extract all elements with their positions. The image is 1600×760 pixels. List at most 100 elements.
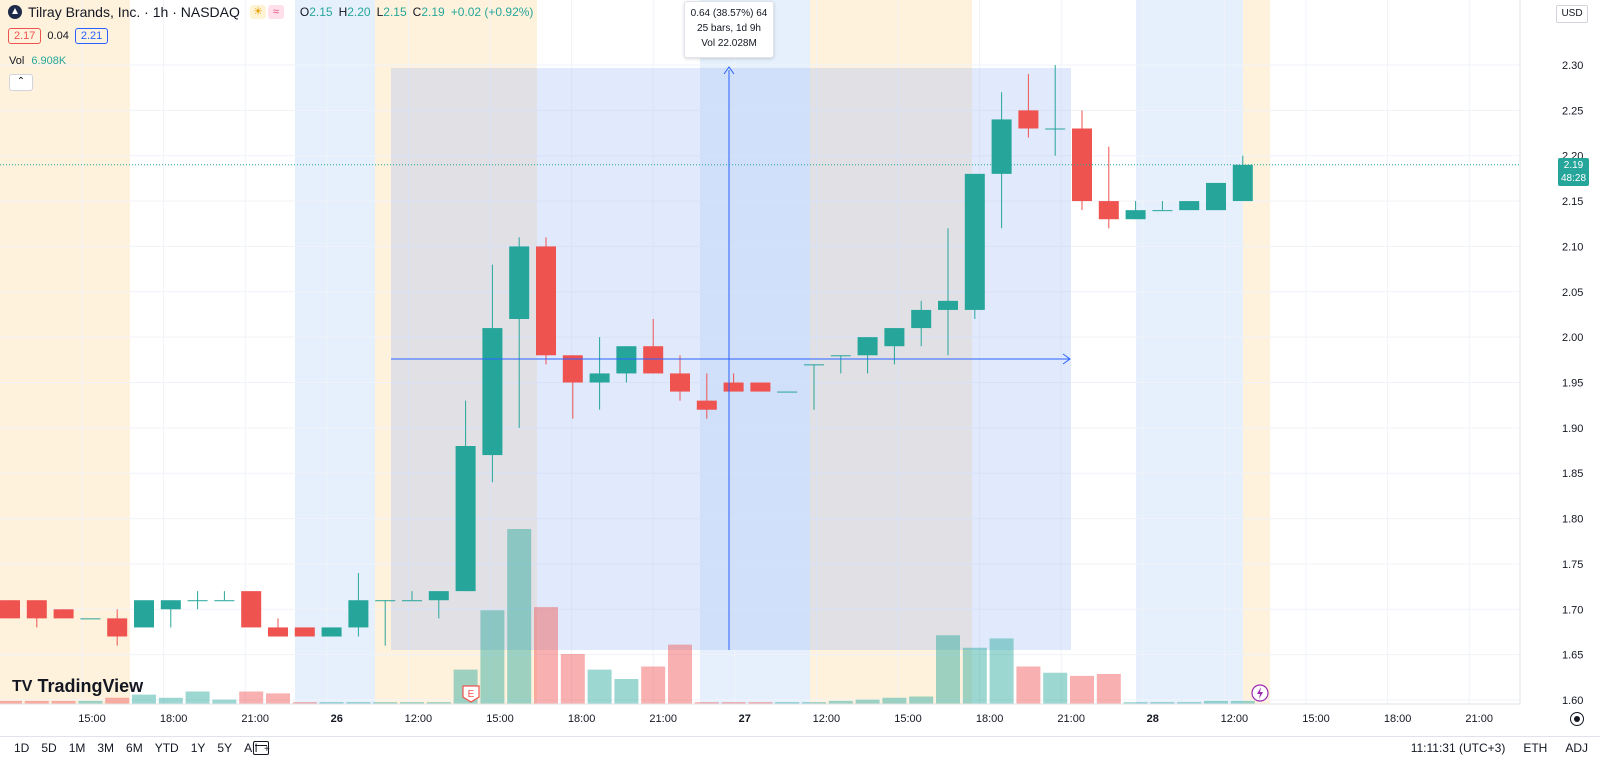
candle-body [1206, 182, 1226, 211]
time-tick-label: 26 [331, 713, 343, 725]
candle-body [643, 346, 664, 374]
range-button-3m[interactable]: 3M [97, 741, 115, 755]
volume-bar [373, 702, 398, 704]
bid-price-button[interactable]: 2.17 [8, 28, 42, 44]
tradingview-logo[interactable]: TV TradingView [12, 676, 143, 697]
session-toggle[interactable]: ETH [1523, 741, 1548, 755]
volume-bar [1230, 700, 1255, 704]
candle-body [1232, 164, 1253, 202]
range-button-1m[interactable]: 1M [68, 741, 86, 755]
volume-bar [802, 702, 826, 704]
candle-body [482, 328, 503, 456]
price-tick-label: 2.05 [1562, 287, 1583, 299]
price-tick-label: 1.65 [1562, 650, 1583, 662]
currency-selector[interactable]: USD [1556, 5, 1588, 23]
candle-body [1179, 201, 1200, 211]
volume-bar [587, 669, 612, 704]
time-tick-label: 15:00 [894, 713, 922, 725]
volume-bar [24, 700, 49, 704]
time-tick-label: 18:00 [976, 713, 1004, 725]
range-button-ytd[interactable]: YTD [154, 741, 179, 755]
volume-bar [1016, 666, 1041, 704]
price-tick-label: 2.15 [1562, 196, 1583, 208]
candle-body [160, 600, 181, 610]
volume-bar [614, 679, 639, 704]
volume-bar [480, 610, 505, 704]
measure-arrow-right [1062, 353, 1071, 365]
time-tick-label: 27 [739, 713, 751, 725]
time-tick-label: 15:00 [78, 713, 106, 725]
date-range-buttons: 1D 5D 1M 3M 6M YTD 1Y 5Y All [14, 741, 257, 755]
range-button-6m[interactable]: 6M [126, 741, 143, 755]
range-button-1d[interactable]: 1D [14, 741, 30, 755]
go-to-date-calendar-icon[interactable] [253, 741, 270, 755]
chart-overlay: E [0, 66, 1520, 703]
price-tick-label: 2.10 [1562, 241, 1583, 253]
symbol-logo-icon [8, 5, 22, 19]
axes: 2.302.252.202.152.102.052.001.951.901.85… [0, 0, 1583, 725]
volume-bar [721, 702, 746, 704]
time-tick-label: 15:00 [486, 713, 514, 725]
volume-bars [0, 529, 1255, 704]
adjust-toggle[interactable]: ADJ [1565, 741, 1588, 755]
candle-body [509, 246, 530, 319]
volume-bar [962, 647, 987, 704]
bar-countdown: 48:28 [1560, 173, 1587, 184]
spread-value: 0.04 [47, 30, 69, 42]
candle-body [1072, 128, 1092, 202]
candle-body [321, 627, 342, 637]
range-button-5y[interactable]: 5Y [217, 741, 233, 755]
range-button-5d[interactable]: 5D [41, 741, 57, 755]
volume-bar [0, 700, 22, 704]
candle-body [402, 600, 422, 602]
volume-bar [909, 696, 934, 704]
candle-body [884, 328, 905, 347]
candle-body [723, 382, 744, 392]
candle-body [670, 373, 690, 392]
candle-body [589, 373, 610, 383]
session-band [295, 0, 375, 704]
market-status-sun-icon[interactable]: ☀ [249, 5, 266, 19]
candle-body [187, 600, 208, 602]
volume-bar [989, 638, 1014, 704]
candle-body [777, 391, 798, 393]
volume-bar [1096, 674, 1121, 704]
candle-body [268, 627, 288, 637]
measure-arrow-up [723, 66, 735, 75]
price-tick-label: 1.95 [1562, 378, 1583, 390]
candle-body [294, 627, 315, 637]
time-tick-label: 18:00 [160, 713, 188, 725]
time-tick-label: 18:00 [1384, 713, 1412, 725]
candle-body [1125, 210, 1146, 220]
volume-bar [266, 693, 290, 704]
price-tick-label: 1.85 [1562, 468, 1583, 480]
volume-bar [319, 702, 344, 704]
volume-bar [882, 697, 907, 704]
session-background [0, 0, 1270, 704]
earnings-marker: E [462, 685, 480, 703]
volume-bar [828, 700, 853, 704]
volume-bar [212, 699, 237, 704]
price-tick-label: 1.80 [1562, 514, 1583, 526]
candle-body [1045, 128, 1066, 130]
delayed-data-icon[interactable]: ≈ [267, 5, 284, 19]
symbol-title[interactable]: Tilray Brands, Inc. · 1h · NASDAQ [28, 4, 240, 20]
price-change: +0.02 (+0.92%) [450, 5, 534, 19]
collapse-legend-button[interactable]: ⌃ [9, 74, 33, 91]
price-chart[interactable]: E 2.302.252.202.152.102.052.001.951.901.… [0, 0, 1600, 736]
ask-price-button[interactable]: 2.21 [74, 28, 109, 44]
candles [0, 65, 1253, 646]
price-tick-label: 2.30 [1562, 60, 1583, 72]
candle-body [964, 173, 985, 310]
chart-settings-icon[interactable] [1570, 712, 1584, 726]
volume-bar [292, 702, 317, 704]
time-tick-label: 21:00 [1465, 713, 1493, 725]
volume-bar [1070, 675, 1094, 704]
candle-body [134, 600, 154, 628]
volume-bar [185, 691, 210, 704]
volume-bar [158, 697, 183, 704]
range-button-1y[interactable]: 1Y [190, 741, 206, 755]
clock-timezone[interactable]: 11:11:31 (UTC+3) [1410, 741, 1506, 755]
volume-bar [78, 700, 103, 704]
candle-body [616, 346, 637, 374]
